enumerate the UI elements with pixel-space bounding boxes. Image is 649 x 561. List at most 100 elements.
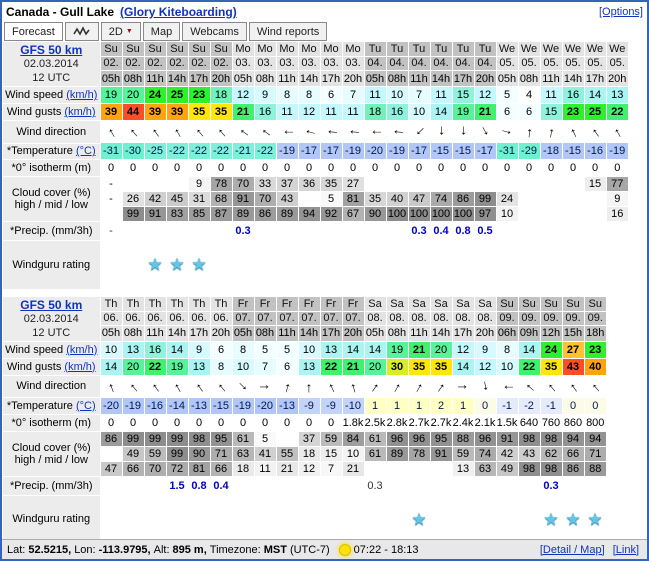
rating-cell xyxy=(320,495,342,544)
model-link[interactable]: GFS 50 km xyxy=(20,43,83,57)
cloud-mid-cell xyxy=(297,191,320,207)
precip-cell xyxy=(495,476,518,496)
cloud-low-cell: 49 xyxy=(495,461,518,477)
temperature-cell: 1 xyxy=(363,397,386,415)
precip-cell xyxy=(275,221,298,241)
cloud-high-cell: 15 xyxy=(583,176,606,192)
wind-gusts-unit-link[interactable]: (km/h) xyxy=(64,360,96,373)
wind-speed-cell: 11 xyxy=(363,86,386,104)
cloud-low-cell: 88 xyxy=(583,461,606,477)
precip-cell xyxy=(143,221,166,241)
temperature-cell: -17 xyxy=(297,143,320,160)
rating-cell xyxy=(298,495,320,544)
wind-gusts-unit-link[interactable]: (km/h) xyxy=(64,106,96,118)
model-run-utc: 12 UTC xyxy=(32,72,71,84)
wind-speed-cell: 8 xyxy=(275,86,298,104)
wind-speed-cell: 4 xyxy=(517,86,540,104)
day-header-cell: Su 02. xyxy=(99,42,122,71)
isotherm-row-label: *0° isotherm (m) xyxy=(3,414,101,432)
chevron-down-icon: ▼ xyxy=(125,28,133,35)
wind-speed-cell: 13 xyxy=(605,86,628,104)
rating-cell xyxy=(496,495,518,544)
wind-arrow-icon: ↑ xyxy=(169,123,185,141)
model-link[interactable]: GFS 50 km xyxy=(20,297,83,312)
day-header-cell: Fr 07. xyxy=(341,296,364,325)
hour-header-cell: 17h xyxy=(187,324,210,342)
link-link[interactable]: [Link] xyxy=(612,543,639,556)
rating-cell xyxy=(210,240,232,289)
wind-gust-cell: 13 xyxy=(297,358,320,376)
cloud-mid-cell: 66 xyxy=(561,446,584,462)
temperature-cell: -19 xyxy=(605,143,628,160)
day-header-cell: Th 06. xyxy=(121,296,144,325)
wind-direction-cell: ↑ xyxy=(276,120,298,143)
hour-header-cell: 17h xyxy=(187,70,210,87)
cloud-high-cell: 77 xyxy=(605,176,628,192)
tab-forecast-label: Forecast xyxy=(12,25,55,38)
wind-gust-cell: 14 xyxy=(451,358,474,376)
isotherm-cell: 0 xyxy=(385,159,408,177)
wind-arrow-icon: ↑ xyxy=(524,123,534,141)
hour-header-cell: 20h xyxy=(473,70,496,87)
wind-direction-cell: ↑ xyxy=(540,120,562,143)
hour-header-cell: 08h xyxy=(517,70,540,87)
hour-header-cell: 20h xyxy=(209,70,232,87)
cloud-low-cell: 13 xyxy=(451,461,474,477)
title-bar: Canada - Gull Lake (Glory Kiteboarding) … xyxy=(2,2,647,21)
cloud-high-cell: 84 xyxy=(341,431,364,447)
temperature-cell: -17 xyxy=(407,143,430,160)
precip-cell: 0.4 xyxy=(209,476,232,496)
cloud-low-cell: 94 xyxy=(297,206,320,222)
hour-header-cell: 06h xyxy=(495,324,518,342)
options-link[interactable]: [Options] xyxy=(598,6,643,18)
wind-arrow-icon: ↑ xyxy=(520,378,538,395)
detail-map-link[interactable]: [Detail / Map] xyxy=(539,543,605,556)
cloud-high-cell: 98 xyxy=(539,431,562,447)
day-header-cell: Mo 03. xyxy=(341,42,364,71)
timezone-value: MST xyxy=(263,543,287,556)
tab-webcams[interactable]: Webcams xyxy=(182,22,247,41)
tab-bar: Forecast 2D ▼ Map Webcams Wind reports xyxy=(2,21,647,41)
wind-gust-cell: 6 xyxy=(495,103,518,121)
wind-direction-cell: ↑ xyxy=(452,120,474,143)
rating-cell: ★ xyxy=(144,240,166,289)
wind-gust-cell: 21 xyxy=(473,103,496,121)
page-title: Canada - Gull Lake xyxy=(6,5,115,19)
wind-speed-unit-link[interactable]: (km/h) xyxy=(66,343,98,356)
cloud-mid-cell: 99 xyxy=(165,446,188,462)
temperature-unit-link[interactable]: (°C) xyxy=(75,145,96,158)
wind-gust-cell: 35 xyxy=(429,358,452,376)
cloud-high-cell: 37 xyxy=(275,176,298,192)
tab-2d[interactable]: 2D ▼ xyxy=(100,22,141,41)
lat-label: Lat: xyxy=(7,543,26,556)
wind-speed-unit-link[interactable]: (km/h) xyxy=(66,89,98,101)
hour-header-cell: 08h xyxy=(253,70,276,87)
cloud-high-cell: 70 xyxy=(231,176,254,192)
hour-header-cell: 11h xyxy=(275,324,298,342)
cloud-mid-cell: 71 xyxy=(583,446,606,462)
star-icon: ★ xyxy=(565,509,581,529)
precip-row-label: *Precip. (mm/3h) xyxy=(3,476,101,496)
temperature-unit-link[interactable]: (°C) xyxy=(75,399,96,412)
tab-graph[interactable] xyxy=(64,22,99,41)
isotherm-cell: 0 xyxy=(341,159,364,177)
wind-speed-cell: 24 xyxy=(539,341,562,359)
spot-link[interactable]: (Glory Kiteboarding) xyxy=(120,5,237,19)
hour-header-cell: 11h xyxy=(407,324,430,342)
rating-cell xyxy=(100,240,122,289)
rating-cell: ★ xyxy=(166,240,188,289)
wind-speed-cell: 8 xyxy=(231,341,254,359)
star-icon: ★ xyxy=(147,255,163,274)
cloud-low-cell: 67 xyxy=(341,206,364,222)
day-header-cell: Su 02. xyxy=(209,42,232,71)
tab-forecast[interactable]: Forecast xyxy=(4,22,63,41)
wind-direction-cell: ↑ xyxy=(100,120,122,143)
wind-gust-cell: 39 xyxy=(99,103,122,121)
wind-arrow-icon: ↑ xyxy=(410,123,428,141)
tab-wind-reports[interactable]: Wind reports xyxy=(248,22,328,41)
cloud-low-cell xyxy=(363,461,386,477)
wind-speed-cell: 9 xyxy=(253,86,276,104)
tab-map[interactable]: Map xyxy=(142,22,181,41)
cloud-low-cell: 21 xyxy=(341,461,364,477)
temperature-cell: -20 xyxy=(253,397,276,415)
